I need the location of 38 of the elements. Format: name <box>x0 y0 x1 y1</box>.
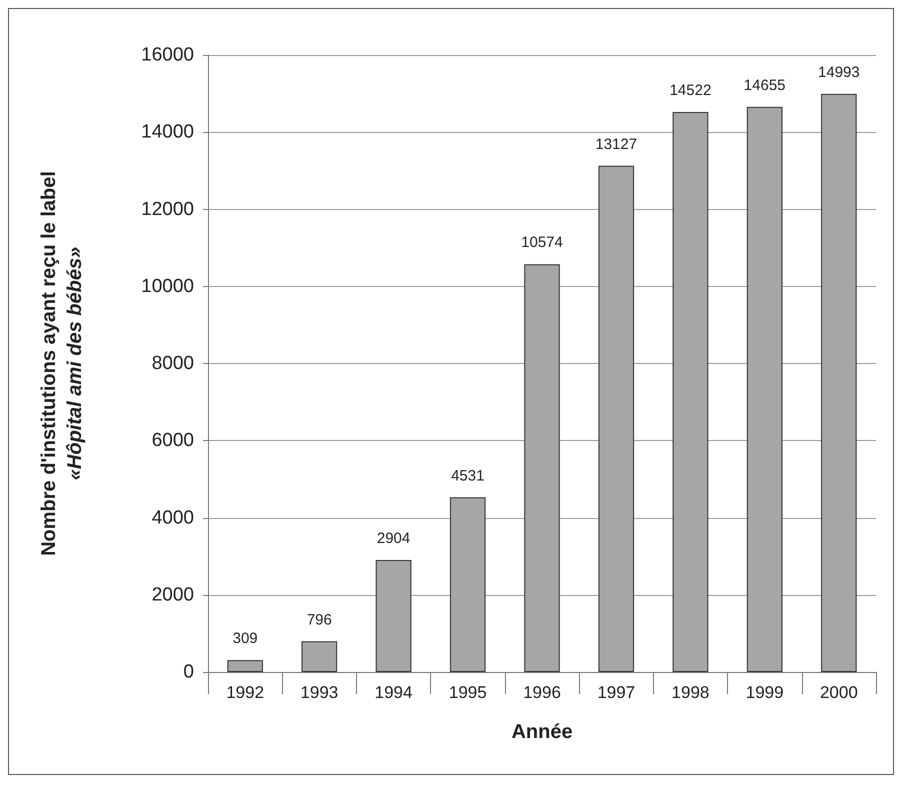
bar <box>821 94 857 672</box>
x-tick-label: 1998 <box>672 683 710 702</box>
x-tick-label: 1999 <box>746 683 784 702</box>
bar <box>376 560 412 672</box>
bar <box>524 264 560 672</box>
data-label: 13127 <box>595 136 638 153</box>
y-tick-label: 8000 <box>152 353 194 374</box>
data-label: 14993 <box>818 64 860 81</box>
y-tick-label: 16000 <box>141 44 194 66</box>
data-label: 796 <box>306 611 332 628</box>
bar <box>227 660 263 672</box>
x-tick-label: 1992 <box>226 683 264 702</box>
data-label: 10574 <box>521 234 563 252</box>
data-label: 309 <box>232 630 258 648</box>
x-tick-label: 1997 <box>597 683 636 702</box>
y-tick-label: 4000 <box>152 507 194 528</box>
bar <box>598 166 634 672</box>
y-tick-label: 0 <box>183 662 194 682</box>
x-tick-label: 1995 <box>448 683 487 702</box>
bar <box>672 112 708 672</box>
x-tick-label: 2000 <box>820 683 858 702</box>
y-tick-label: 12000 <box>141 198 194 220</box>
x-tick-label: 1993 <box>300 683 338 702</box>
y-tick-label: 2000 <box>152 584 194 606</box>
data-label: 4531 <box>451 467 484 484</box>
y-tick-label: 14000 <box>141 122 194 143</box>
x-tick-label: 1996 <box>523 683 561 702</box>
data-label: 2904 <box>376 530 410 548</box>
data-label: 14655 <box>744 76 786 94</box>
bar <box>746 106 782 672</box>
bar <box>450 497 486 672</box>
y-axis-title: Nombre d'institutions ayant reçu le label «Hôpital ami des bébés» <box>38 171 86 556</box>
bar <box>302 641 338 672</box>
y-tick-label: 10000 <box>141 276 194 297</box>
y-tick-label: 6000 <box>152 430 194 452</box>
x-axis-title: Année <box>511 721 573 743</box>
data-label: 14522 <box>670 82 712 99</box>
x-tick-label: 1994 <box>374 683 412 702</box>
